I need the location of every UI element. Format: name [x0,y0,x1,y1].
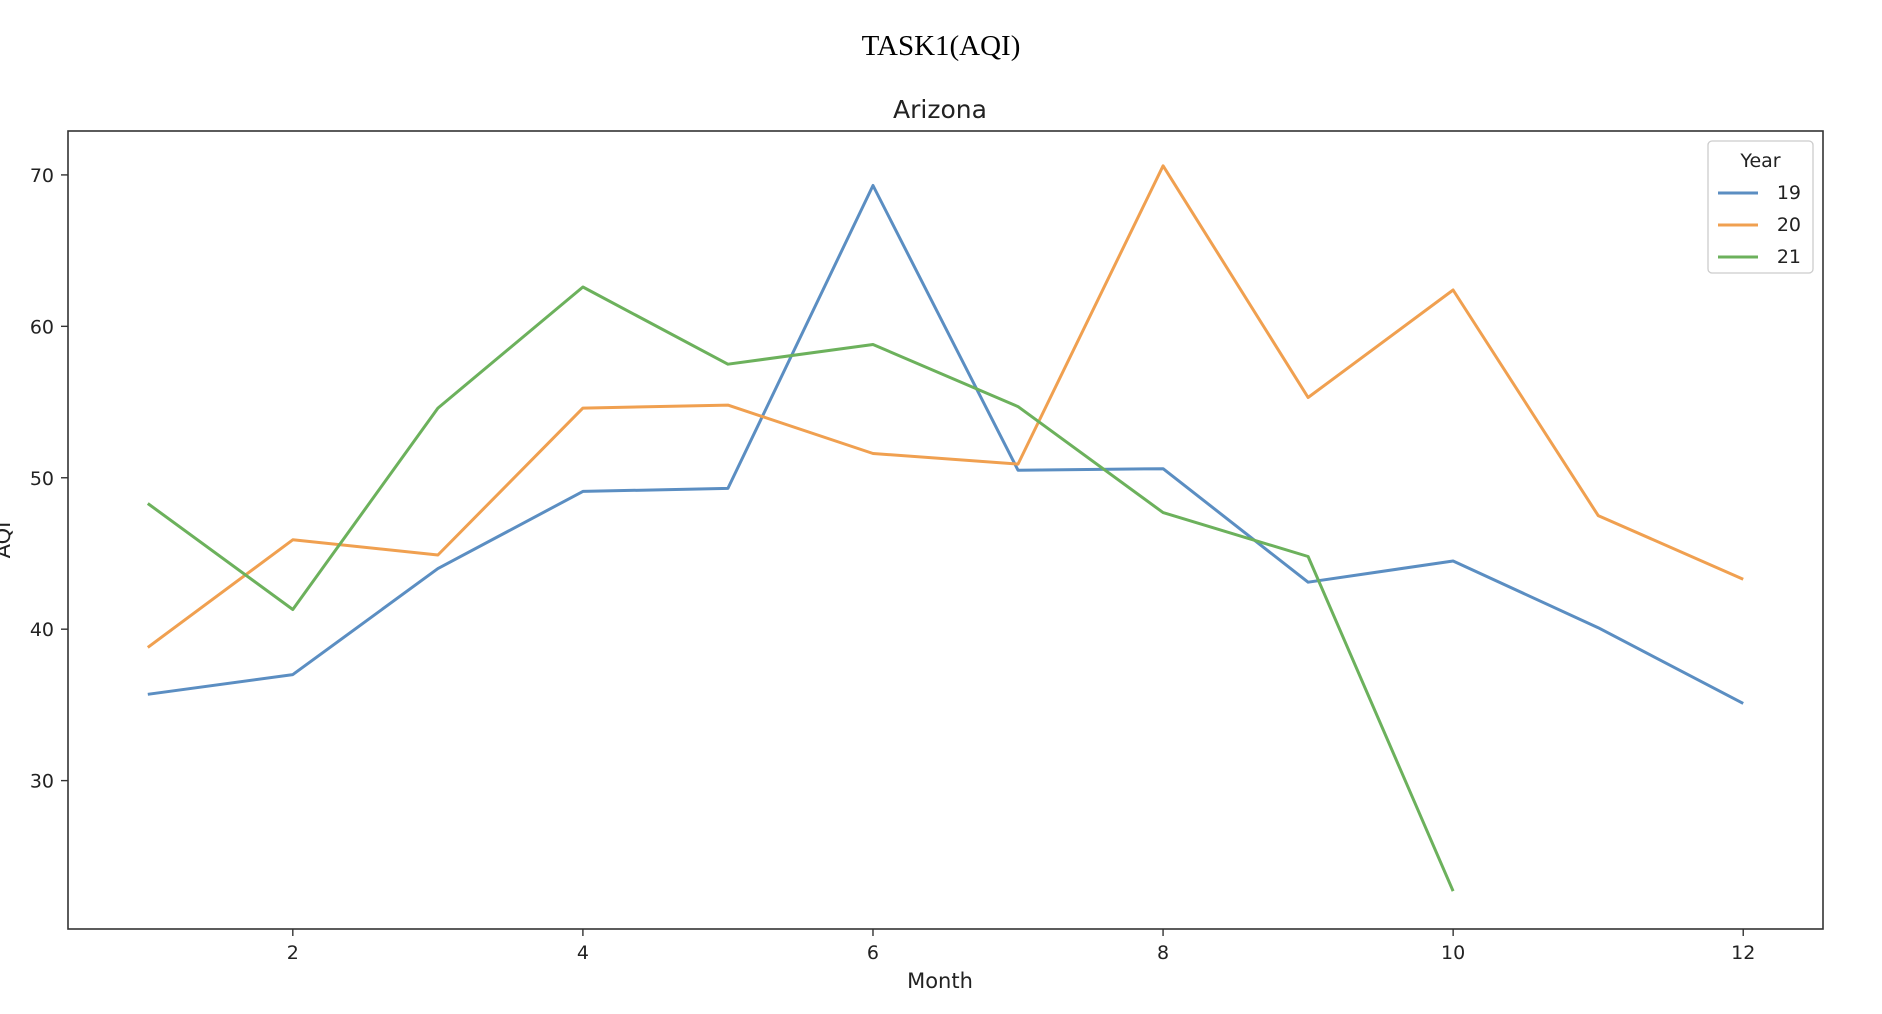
x-tick-label: 6 [867,942,879,964]
y-tick-label: 30 [30,771,54,793]
legend-box [1707,140,1814,274]
series-line-20 [146,164,1744,649]
y-tick-label: 50 [30,468,54,490]
y-tick-label: 60 [30,316,54,338]
x-axis-label: Month [907,969,973,993]
axes: 2 4 6 8 10 12 30 40 50 60 70 [30,130,1824,964]
x-tick-label: 8 [1157,942,1169,964]
legend-label-21: 21 [1777,246,1801,268]
plot-frame [67,130,1824,930]
page-title: TASK1(AQI) [861,30,1021,62]
x-tick-label: 12 [1731,942,1755,964]
series-line-19 [147,184,1744,705]
chart-title: Arizona [893,95,987,124]
legend-label-20: 20 [1777,214,1801,236]
x-tick-label: 10 [1441,942,1465,964]
series-lines [146,164,1744,892]
legend: Year 19 20 21 [1707,140,1814,274]
x-tick-label: 4 [577,942,589,964]
y-tick-label: 40 [30,619,54,641]
y-tick-label: 70 [30,165,54,187]
y-axis-label: AQI [0,522,15,559]
x-tick-label: 2 [287,942,299,964]
legend-label-19: 19 [1777,182,1801,204]
legend-title: Year [1739,150,1780,172]
series-line-21 [146,285,1455,892]
